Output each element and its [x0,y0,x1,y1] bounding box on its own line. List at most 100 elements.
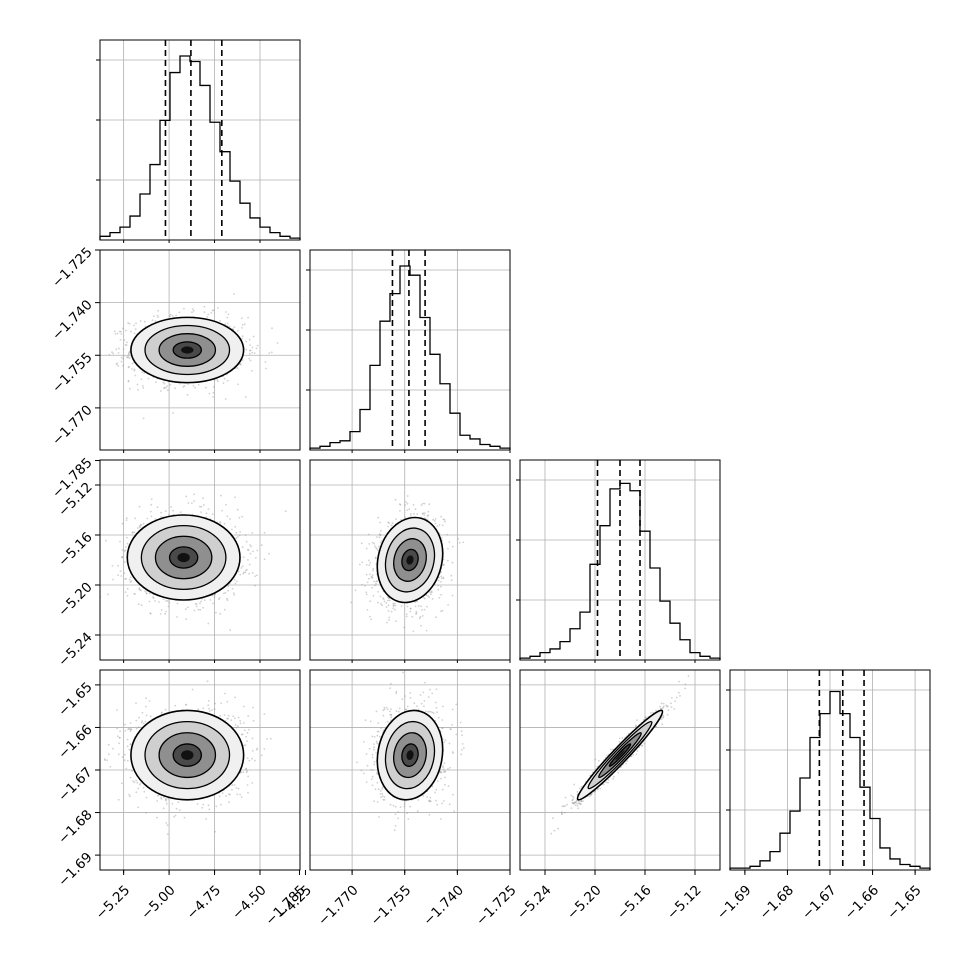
scatter-point [364,584,366,587]
scatter-point [256,344,259,347]
scatter-point [388,597,390,600]
scatter-point [208,392,211,395]
scatter-point [440,610,442,613]
scatter-point [193,500,196,502]
scatter-point [458,541,461,544]
scatter-point [143,320,146,323]
scatter-point [163,387,166,389]
scatter-point [415,612,417,615]
scatter-point [415,612,418,615]
scatter-point [213,594,216,596]
scatter-point [183,307,185,310]
scatter-point [135,702,137,704]
scatter-point [399,504,402,506]
scatter-point [411,615,414,618]
scatter-point [120,333,123,335]
scatter-point [122,348,125,350]
scatter-point [127,353,130,356]
scatter-point [124,549,127,552]
scatter-point [237,570,240,573]
scatter-point [387,525,389,528]
scatter-point [119,540,121,543]
scatter-point [241,546,244,548]
scatter-point [247,559,249,561]
scatter-point [116,332,119,335]
scatter-point [409,610,412,613]
scatter-point [239,573,242,576]
scatter-point [164,510,167,512]
scatter-point [187,606,189,609]
scatter-point [263,531,266,534]
scatter-point [223,608,226,611]
scatter-point [205,386,207,389]
scatter-point [227,589,230,592]
scatter-point [152,597,155,599]
scatter-point [372,567,375,570]
scatter-point [451,545,454,548]
scatter-point [250,545,253,548]
scatter-point [406,502,409,505]
scatter-point [128,365,131,368]
scatter-point [241,565,244,567]
scatter-point [245,568,248,571]
scatter-point [226,316,229,319]
contour-line-3 [393,538,427,582]
scatter-point [254,584,257,587]
scatter-point [423,514,426,516]
pair-content [100,670,300,870]
scatter-point [457,538,460,540]
scatter-point [370,575,373,578]
scatter-point [371,586,374,589]
scatter-point [247,316,250,319]
scatter-point [246,548,249,551]
scatter-point [414,601,416,604]
scatter-point [365,547,368,550]
scatter-point [232,592,235,594]
scatter-point [219,521,222,524]
scatter-point [404,504,406,506]
scatter-point [142,385,144,387]
scatter-point [142,522,145,525]
scatter-point [241,324,244,326]
scatter-point [176,616,179,618]
scatter-point [115,348,118,351]
scatter-point [214,702,217,705]
scatter-point [237,330,239,332]
scatter-point [225,503,227,506]
scatter-point [123,572,126,575]
scatter-point [133,781,136,784]
scatter-point [226,322,229,325]
scatter-point [206,316,209,318]
scatter-point [151,319,154,322]
scatter-point [236,536,239,538]
scatter-point [424,597,426,600]
contour-line-3 [158,333,217,367]
scatter-point [373,542,376,545]
scatter-point [187,383,190,385]
scatter-point [406,509,409,511]
hist-panel-4 [726,669,931,871]
scatter-point [235,532,238,534]
scatter-point [387,610,390,612]
scatter-point [260,544,263,546]
pair-panel-2-3 [309,459,511,661]
scatter-point [171,315,174,317]
scatter-point [249,552,252,555]
scatter-point [379,541,382,544]
scatter-point [233,594,236,596]
contour-line-2 [384,527,436,593]
scatter-point [133,369,136,372]
scatter-point [133,332,136,335]
scatter-point [234,496,236,499]
scatter-point [374,556,377,559]
pair-content [310,460,510,660]
scatter-point [428,503,431,506]
scatter-point [248,563,251,566]
scatter-point [249,349,251,352]
scatter-point [248,572,251,575]
scatter-point [409,513,412,515]
scatter-point [142,786,145,789]
scatter-point [243,744,245,747]
scatter-point [248,352,251,355]
scatter-point [422,596,425,599]
